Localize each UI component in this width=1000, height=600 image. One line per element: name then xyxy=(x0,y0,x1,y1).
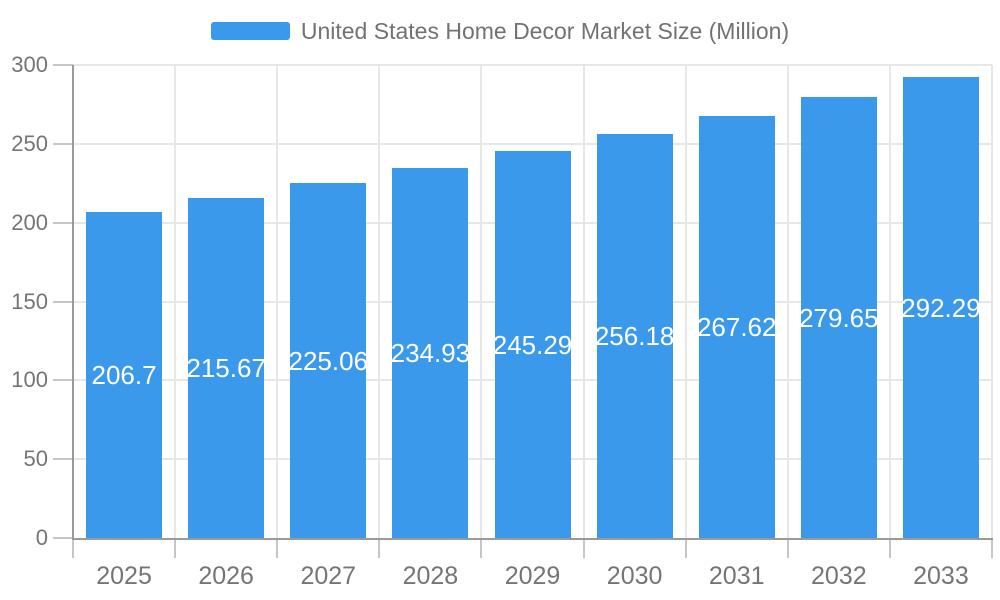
x-axis-tick xyxy=(480,540,483,558)
y-axis-label: 50 xyxy=(23,446,48,472)
x-axis-tick xyxy=(174,540,177,558)
legend-item[interactable]: United States Home Decor Market Size (Mi… xyxy=(210,16,790,46)
gridline-vertical xyxy=(378,65,381,538)
bar[interactable] xyxy=(392,167,469,538)
y-axis-tick xyxy=(53,142,73,145)
y-axis-label: 0 xyxy=(35,525,48,550)
y-axis-tick xyxy=(53,537,73,539)
bar[interactable] xyxy=(290,183,367,538)
x-axis-label: 2030 xyxy=(606,562,663,590)
x-axis-label: 2028 xyxy=(402,562,459,590)
x-axis-tick xyxy=(786,540,789,558)
y-axis-tick xyxy=(53,379,73,382)
x-axis-tick xyxy=(991,540,993,558)
gridline-vertical xyxy=(786,65,789,538)
x-axis-label: 2033 xyxy=(913,562,969,590)
gridline-vertical xyxy=(582,65,585,538)
y-axis-line xyxy=(72,65,74,540)
bar[interactable] xyxy=(86,212,163,538)
x-axis-label: 2026 xyxy=(198,562,254,590)
legend-label: United States Home Decor Market Size (Mi… xyxy=(300,18,790,44)
y-axis-tick xyxy=(53,64,73,66)
bar[interactable] xyxy=(800,97,877,538)
bar[interactable] xyxy=(902,77,979,538)
bar[interactable] xyxy=(188,197,265,538)
gridline-horizontal xyxy=(73,64,992,66)
y-axis-tick xyxy=(53,300,73,303)
x-axis-line xyxy=(72,538,993,540)
gridline-horizontal xyxy=(73,142,992,145)
bar[interactable] xyxy=(596,134,673,538)
bar[interactable] xyxy=(698,116,775,538)
y-axis-label: 300 xyxy=(11,52,48,77)
y-axis-label: 250 xyxy=(11,130,48,156)
x-axis-label: 2031 xyxy=(708,562,765,590)
y-axis-label: 100 xyxy=(11,367,48,393)
y-axis-tick xyxy=(53,458,73,461)
x-axis-label: 2025 xyxy=(96,562,152,590)
x-axis-label: 2029 xyxy=(504,562,561,590)
gridline-vertical xyxy=(174,65,177,538)
y-axis-label: 200 xyxy=(11,209,48,235)
x-axis-label: 2032 xyxy=(811,562,867,590)
y-axis-tick xyxy=(53,221,73,224)
gridline-vertical xyxy=(480,65,483,538)
x-axis-tick xyxy=(276,540,279,558)
gridline-vertical xyxy=(276,65,279,538)
legend-swatch-icon xyxy=(210,22,290,40)
y-axis-label: 150 xyxy=(11,288,48,314)
gridline-vertical xyxy=(888,65,891,538)
x-axis-tick xyxy=(684,540,687,558)
bar[interactable] xyxy=(494,151,571,538)
gridline-vertical xyxy=(991,65,993,538)
x-axis-tick xyxy=(582,540,585,558)
gridline-vertical xyxy=(684,65,687,538)
legend: United States Home Decor Market Size (Mi… xyxy=(0,16,1000,46)
x-axis-label: 2027 xyxy=(300,562,357,590)
x-axis-tick xyxy=(378,540,381,558)
x-axis-tick xyxy=(72,540,74,558)
x-axis-tick xyxy=(888,540,891,558)
